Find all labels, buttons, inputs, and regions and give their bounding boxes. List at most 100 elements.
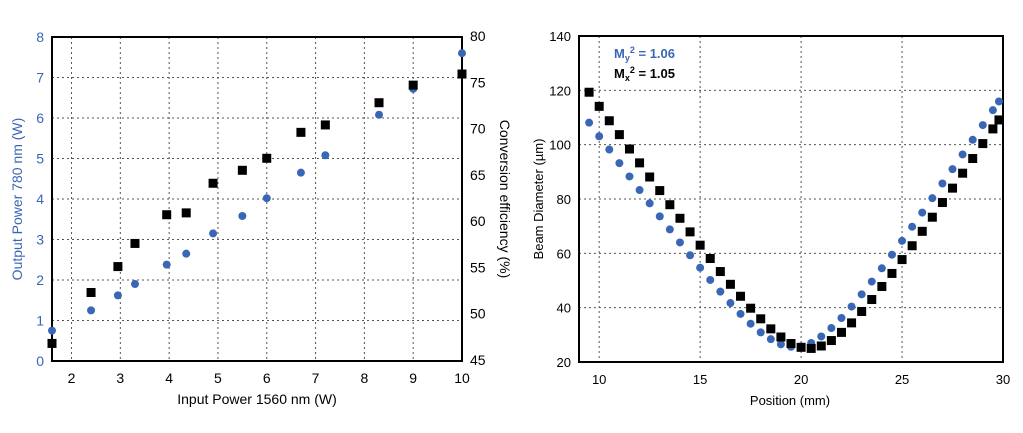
x-tick-label: 30 — [996, 372, 1010, 387]
y-tick-label: 3 — [36, 232, 44, 248]
data-point-square — [655, 186, 665, 196]
data-point-square — [937, 198, 947, 208]
y2-tick-label: 55 — [470, 259, 486, 275]
y2-tick-label: 70 — [470, 121, 486, 137]
data-point-circle — [716, 287, 725, 296]
data-point-square — [907, 241, 917, 251]
data-point-circle — [877, 264, 886, 273]
x-tick-label: 8 — [360, 370, 368, 386]
data-point-circle — [988, 106, 997, 115]
power-chart: Input Power 1560 nm (W) Output Power 780… — [9, 28, 513, 407]
data-point-circle — [756, 328, 765, 337]
data-point-circle — [746, 319, 755, 328]
beam-diameter-chart: Position (mm) Beam Diameter (µm) My2 = 1… — [531, 29, 1010, 408]
data-point-circle — [867, 277, 876, 286]
data-point-square — [806, 343, 816, 353]
data-point-circle — [645, 199, 654, 208]
y-tick-label: 120 — [549, 83, 571, 98]
data-point-circle — [585, 118, 594, 127]
x-axis-label: Input Power 1560 nm (W) — [177, 391, 337, 407]
data-point-square — [47, 338, 57, 348]
data-point-square — [756, 314, 766, 324]
data-point-circle — [726, 299, 735, 308]
data-point-square — [695, 240, 705, 250]
data-point-square — [262, 153, 272, 163]
y-axis-label: Beam Diameter (µm) — [531, 139, 546, 260]
y2-tick-label: 50 — [470, 306, 486, 322]
y-tick-label: 0 — [36, 353, 44, 369]
data-point-square — [786, 339, 796, 349]
plot-frame — [578, 35, 1004, 363]
y-tick-label: 80 — [557, 192, 571, 207]
data-point-square — [130, 238, 140, 248]
data-point-square — [320, 120, 330, 130]
data-point-circle — [827, 324, 836, 333]
data-point-square — [776, 332, 786, 342]
y2-tick-label: 60 — [470, 213, 486, 229]
y2-tick-label: 45 — [470, 352, 486, 368]
data-point-square — [715, 267, 725, 277]
data-point-square — [897, 255, 907, 265]
data-point-square — [857, 306, 867, 316]
annotation-my2: My2 = 1.06 — [614, 45, 675, 63]
data-point-square — [725, 279, 735, 289]
data-point-circle — [665, 225, 674, 234]
data-point-circle — [766, 335, 775, 344]
y-tick-label: 6 — [36, 110, 44, 126]
y-tick-label: 8 — [36, 29, 44, 45]
data-point-square — [968, 154, 978, 164]
data-point-square — [675, 213, 685, 223]
data-point-circle — [958, 150, 967, 159]
data-point-square — [645, 172, 655, 182]
data-point-circle — [182, 249, 191, 258]
data-point-circle — [686, 251, 695, 260]
data-point-square — [847, 318, 857, 328]
data-point-circle — [615, 159, 624, 168]
data-point-circle — [262, 194, 271, 203]
data-point-square — [408, 80, 418, 90]
data-point-circle — [706, 275, 715, 284]
data-point-square — [994, 115, 1004, 125]
x-tick-label: 5 — [214, 370, 222, 386]
y-tick-label: 4 — [36, 191, 44, 207]
data-point-circle — [113, 291, 122, 300]
data-point-circle — [655, 212, 664, 221]
data-point-square — [867, 295, 877, 305]
x-tick-label: 9 — [409, 370, 417, 386]
y-tick-label: 140 — [549, 29, 571, 44]
x-tick-label: 6 — [263, 370, 271, 386]
data-point-square — [624, 144, 634, 154]
data-point-square — [816, 341, 826, 351]
data-point-square — [746, 303, 756, 313]
data-point-square — [296, 127, 306, 137]
x-tick-label: 20 — [794, 372, 808, 387]
data-point-circle — [625, 172, 634, 181]
data-point-square — [208, 178, 218, 188]
data-point-square — [705, 253, 715, 263]
data-point-square — [86, 287, 96, 297]
y-axis-label: Output Power 780 nm (W) — [9, 118, 25, 281]
data-point-square — [978, 139, 988, 149]
data-point-square — [113, 262, 123, 272]
data-point-circle — [978, 121, 987, 130]
y-tick-label: 5 — [36, 151, 44, 167]
data-point-circle — [87, 306, 96, 315]
y-tick-label: 40 — [557, 301, 571, 316]
data-point-circle — [595, 132, 604, 141]
data-point-square — [181, 208, 191, 218]
x-tick-label: 4 — [165, 370, 173, 386]
data-point-square — [665, 200, 675, 210]
data-point-square — [877, 281, 887, 291]
x-tick-label: 10 — [592, 372, 606, 387]
data-point-circle — [48, 326, 56, 335]
data-point-circle — [736, 309, 745, 318]
data-point-circle — [817, 332, 826, 341]
data-point-circle — [898, 236, 907, 245]
x-tick-label: 2 — [68, 370, 76, 386]
x-axis-label: Position (mm) — [750, 393, 830, 408]
data-point-square — [374, 98, 384, 108]
data-point-circle — [321, 151, 330, 160]
y-tick-label: 100 — [549, 138, 571, 153]
annotation-mx2: Mx2 = 1.05 — [614, 65, 675, 83]
data-point-circle — [675, 238, 684, 247]
